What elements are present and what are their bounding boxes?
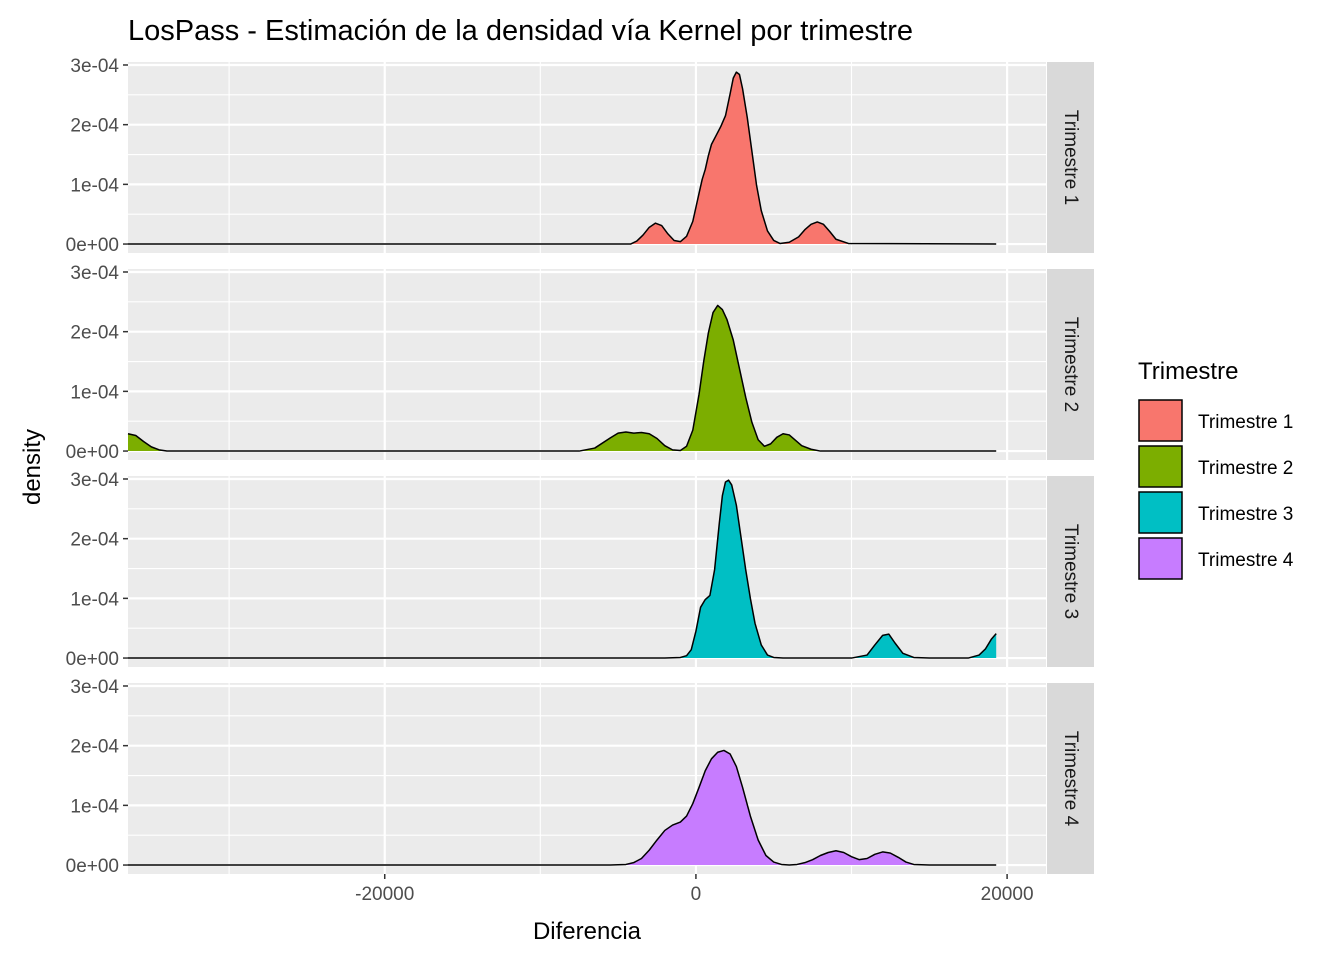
y-axis-title: density	[19, 429, 46, 505]
facet-strip-label: Trimestre 2	[1060, 317, 1081, 412]
y-tick-label: 2e-04	[70, 116, 119, 137]
legend-item: Trimestre 4	[1138, 537, 1294, 580]
y-tick-label: 3e-04	[70, 677, 119, 698]
x-axis: -20000 0 20000	[355, 874, 1034, 905]
legend-item: Trimestre 2	[1138, 445, 1293, 488]
y-tick-label: 3e-04	[70, 470, 119, 491]
density-line	[128, 749, 997, 866]
facet-panel: 0e+00 1e-04 2e-04 3e-04 Trimestre 4	[66, 677, 1094, 877]
y-tick-label: 0e+00	[66, 649, 119, 670]
facet-panel: 0e+00 1e-04 2e-04 3e-04 Trimestre 3	[66, 470, 1094, 670]
facet-strip	[1047, 62, 1094, 253]
legend-items: Trimestre 1 Trimestre 2 Trimestre 3 Trimest…	[1138, 399, 1294, 580]
y-tick-label: 1e-04	[70, 175, 119, 196]
y-tick-label: 1e-04	[70, 382, 119, 403]
panel-background	[128, 476, 1046, 667]
density-line	[127, 304, 997, 452]
legend-label: Trimestre 4	[1198, 550, 1294, 571]
facet-strip	[1047, 269, 1094, 460]
x-tick-label: 20000	[981, 884, 1034, 905]
panel-background	[128, 62, 1046, 253]
y-tick-label: 0e+00	[66, 442, 119, 463]
x-tick-label: 0	[691, 884, 702, 905]
legend-label: Trimestre 3	[1198, 504, 1293, 525]
legend-item: Trimestre 1	[1138, 399, 1293, 442]
y-tick-label: 0e+00	[66, 856, 119, 877]
legend-item: Trimestre 3	[1138, 491, 1293, 534]
facet-panels: 0e+00 1e-04 2e-04 3e-04 Trimestre 1 0e+00 1e-0…	[66, 56, 1094, 877]
legend-title: Trimestre	[1138, 358, 1238, 385]
panel-background	[128, 683, 1046, 874]
y-tick-label: 3e-04	[70, 56, 119, 77]
facet-strip-label: Trimestre 1	[1060, 110, 1081, 205]
density-line	[128, 71, 997, 245]
legend-swatch	[1138, 399, 1183, 442]
y-tick-label: 1e-04	[70, 796, 119, 817]
y-tick-label: 0e+00	[66, 235, 119, 256]
y-tick-label: 2e-04	[70, 737, 119, 758]
chart-title: LosPass - Estimación de la densidad vía …	[128, 15, 913, 47]
y-tick-label: 3e-04	[70, 263, 119, 284]
density-line	[128, 479, 997, 659]
y-tick-label: 2e-04	[70, 530, 119, 551]
legend-swatch	[1138, 537, 1183, 580]
facet-strip-label: Trimestre 4	[1060, 731, 1081, 827]
y-tick-label: 2e-04	[70, 323, 119, 344]
facet-strip	[1047, 476, 1094, 667]
facet-panel: 0e+00 1e-04 2e-04 3e-04 Trimestre 1	[66, 56, 1094, 256]
legend-swatch	[1138, 491, 1183, 534]
legend-label: Trimestre 1	[1198, 412, 1293, 433]
facet-strip-label: Trimestre 3	[1060, 524, 1081, 619]
y-tick-label: 1e-04	[70, 589, 119, 610]
x-tick-label: -20000	[355, 884, 414, 905]
panel-background	[128, 269, 1046, 460]
x-axis-title: Diferencia	[533, 918, 642, 945]
facet-strip	[1047, 683, 1094, 874]
legend-label: Trimestre 2	[1198, 458, 1293, 479]
legend-swatch	[1138, 445, 1183, 488]
facet-panel: 0e+00 1e-04 2e-04 3e-04 Trimestre 2	[66, 263, 1094, 463]
